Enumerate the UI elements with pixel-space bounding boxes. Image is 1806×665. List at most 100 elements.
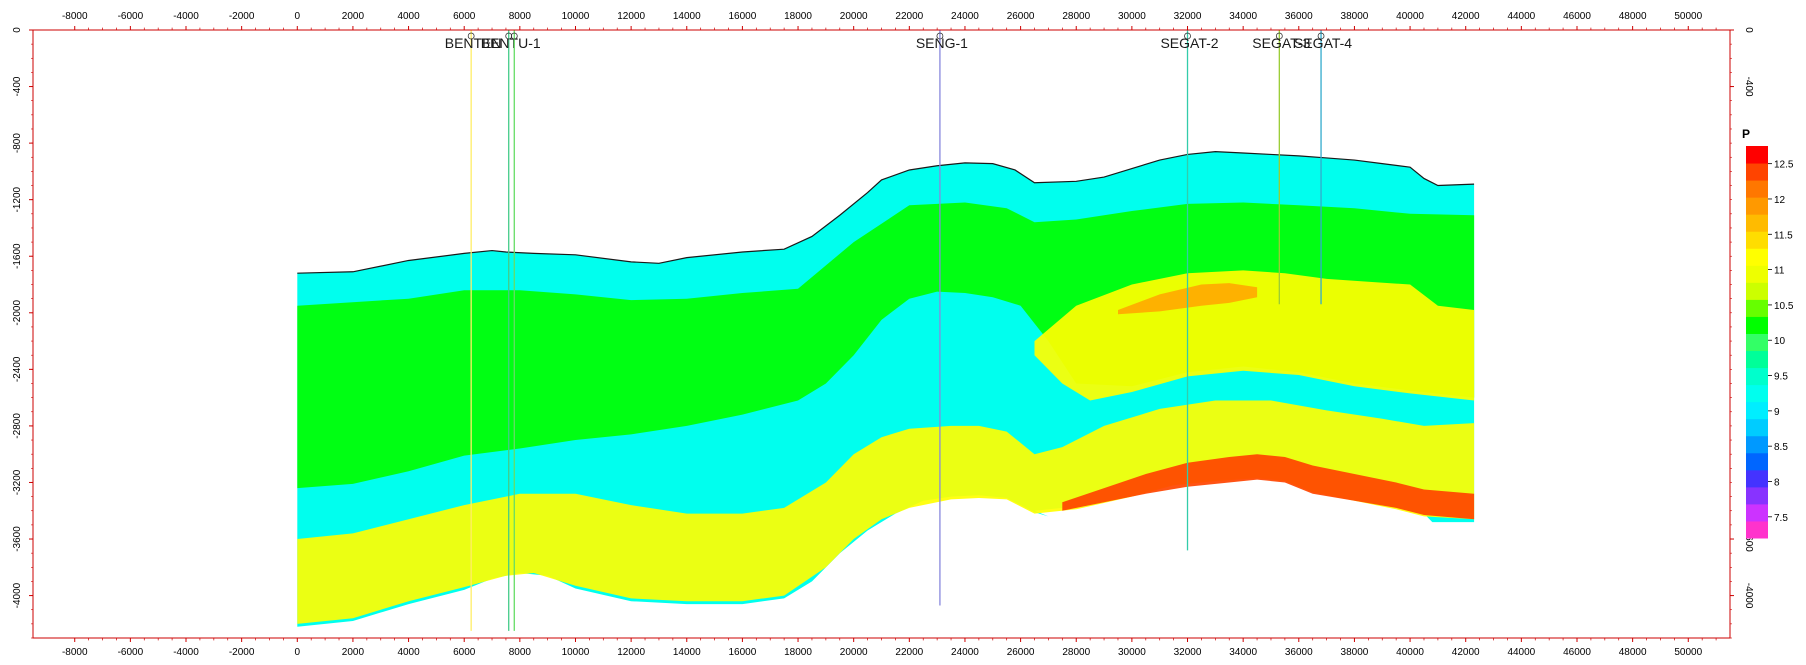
colorbar-swatch xyxy=(1746,231,1768,249)
colorbar-swatch xyxy=(1746,520,1768,539)
colorbar-tick-label: 12.5 xyxy=(1774,160,1794,171)
x-tick-label-top: 48000 xyxy=(1619,11,1647,22)
y-tick-label-left: -1600 xyxy=(12,243,23,269)
x-tick-label-top: 26000 xyxy=(1007,11,1035,22)
y-tick-label-left: -2400 xyxy=(12,356,23,382)
y-tick-label-right: -4000 xyxy=(1743,583,1754,609)
x-tick-label-bottom: 28000 xyxy=(1062,647,1090,658)
x-tick-label-bottom: -4000 xyxy=(173,647,199,658)
x-tick-label-bottom: 48000 xyxy=(1619,647,1647,658)
x-tick-label-top: 50000 xyxy=(1674,11,1702,22)
colorbar-tick-label: 8.5 xyxy=(1774,442,1788,453)
colorbar-swatch xyxy=(1746,384,1768,403)
well-symbol-icon xyxy=(1184,32,1191,40)
x-tick-label-bottom: 40000 xyxy=(1396,647,1424,658)
x-tick-label-bottom: 2000 xyxy=(342,647,365,658)
x-tick-label-bottom: 36000 xyxy=(1285,647,1313,658)
x-tick-label-bottom: 46000 xyxy=(1563,647,1591,658)
well-label: SEGAT-4 xyxy=(1294,35,1352,51)
well-symbol-icon xyxy=(467,32,475,40)
x-tick-label-top: 10000 xyxy=(562,11,590,22)
x-tick-label-bottom: 44000 xyxy=(1507,647,1535,658)
x-tick-label-top: 36000 xyxy=(1285,11,1313,22)
x-tick-label-top: 28000 xyxy=(1062,11,1090,22)
x-tick-label-top: 40000 xyxy=(1396,11,1424,22)
colorbar-swatch xyxy=(1746,452,1768,471)
colorbar-tick-label: 9.5 xyxy=(1774,372,1788,383)
x-tick-label-bottom: 14000 xyxy=(673,647,701,658)
x-tick-label-top: 46000 xyxy=(1563,11,1591,22)
colorbar-tick-label: 8 xyxy=(1774,477,1780,488)
colorbar-swatch xyxy=(1746,333,1768,352)
x-tick-label-bottom: 32000 xyxy=(1174,647,1202,658)
y-tick-label-right: 0 xyxy=(1743,27,1754,33)
well-label: BENTEN xyxy=(445,35,502,51)
x-tick-label-top: 6000 xyxy=(453,11,476,22)
x-tick-label-top: 12000 xyxy=(617,11,645,22)
well-symbol-icon xyxy=(505,32,513,40)
colorbar-swatch xyxy=(1746,316,1768,334)
well-label: SEGAT-3 xyxy=(1252,35,1310,51)
top-surface-line xyxy=(297,150,1475,274)
x-tick-label-bottom: 4000 xyxy=(397,647,420,658)
colorbar-swatch xyxy=(1746,401,1768,420)
x-tick-label-top: -8000 xyxy=(62,11,88,22)
colorbar-tick-label: 11 xyxy=(1774,266,1785,277)
well-symbol-icon xyxy=(510,32,518,40)
x-tick-label-top: 0 xyxy=(295,11,301,22)
colorbar-swatch xyxy=(1746,265,1768,283)
y-tick-label-left: -2000 xyxy=(12,300,23,326)
x-tick-label-top: 30000 xyxy=(1118,11,1146,22)
well-label: BENTU-1 xyxy=(481,35,541,51)
x-tick-label-top: 22000 xyxy=(895,11,923,22)
y-tick-label-left: -3200 xyxy=(12,469,23,495)
y-tick-label-left: -4000 xyxy=(12,582,23,608)
x-tick-label-top: 8000 xyxy=(509,11,532,22)
x-tick-label-top: -2000 xyxy=(229,11,255,22)
x-tick-label-bottom: 18000 xyxy=(784,647,812,658)
colorbar-tick-label: 9 xyxy=(1774,407,1780,418)
colorbar-swatch xyxy=(1746,469,1768,488)
x-tick-label-bottom: -6000 xyxy=(118,647,144,658)
well-label: SENG-1 xyxy=(916,35,968,51)
x-axis: -8000 -8000 -6000 -6000 -4000 -4000 -2000 -2000… xyxy=(62,11,1717,658)
x-tick-label-bottom: 6000 xyxy=(453,647,476,658)
y-tick-label-left: -3600 xyxy=(12,526,23,552)
colorbar-swatch xyxy=(1746,435,1768,454)
x-tick-label-top: 14000 xyxy=(673,11,701,22)
colorbar-swatch xyxy=(1746,180,1768,198)
x-tick-label-top: 42000 xyxy=(1452,11,1480,22)
well-label: SEGAT-2 xyxy=(1160,35,1218,51)
property-band-0 xyxy=(297,202,1475,489)
colorbar-swatch xyxy=(1746,146,1768,164)
colorbar-swatch xyxy=(1746,418,1768,437)
colorbar-tick-label: 7.5 xyxy=(1774,513,1788,524)
x-tick-label-bottom: 50000 xyxy=(1674,647,1702,658)
x-tick-label-top: 2000 xyxy=(342,11,365,22)
x-tick-label-bottom: 42000 xyxy=(1452,647,1480,658)
y-tick-label-left: 0 xyxy=(12,27,23,33)
well-symbol-icon xyxy=(1317,32,1325,40)
layer-fills xyxy=(297,150,1475,627)
x-tick-label-bottom: 24000 xyxy=(951,647,979,658)
x-tick-label-bottom: -8000 xyxy=(62,647,88,658)
x-tick-label-bottom: 34000 xyxy=(1229,647,1257,658)
y-axis: 0 -400 -800 -1200 -1600 -2000 -2400 -2800 -3200 -… xyxy=(12,27,1754,639)
colorbar-swatch xyxy=(1746,282,1768,300)
colorbar-tick-label: 12 xyxy=(1774,195,1786,206)
colorbar-tick-label: 10.5 xyxy=(1774,301,1794,312)
x-tick-label-bottom: 26000 xyxy=(1007,647,1035,658)
colorbar-swatch xyxy=(1746,367,1768,386)
x-tick-label-top: 24000 xyxy=(951,11,979,22)
x-tick-label-bottom: 16000 xyxy=(728,647,756,658)
y-tick-label-right: -400 xyxy=(1743,77,1754,97)
x-tick-label-bottom: -2000 xyxy=(229,647,255,658)
x-tick-label-top: 18000 xyxy=(784,11,812,22)
colorbar-ticks: 7.5 8 8.5 9 9.5 10 10.5 11 11.5 12 12.5 xyxy=(1768,160,1794,524)
x-tick-label-top: 32000 xyxy=(1174,11,1202,22)
colorbar-swatch xyxy=(1746,197,1768,215)
x-tick-label-bottom: 38000 xyxy=(1341,647,1369,658)
x-tick-label-top: 16000 xyxy=(728,11,756,22)
